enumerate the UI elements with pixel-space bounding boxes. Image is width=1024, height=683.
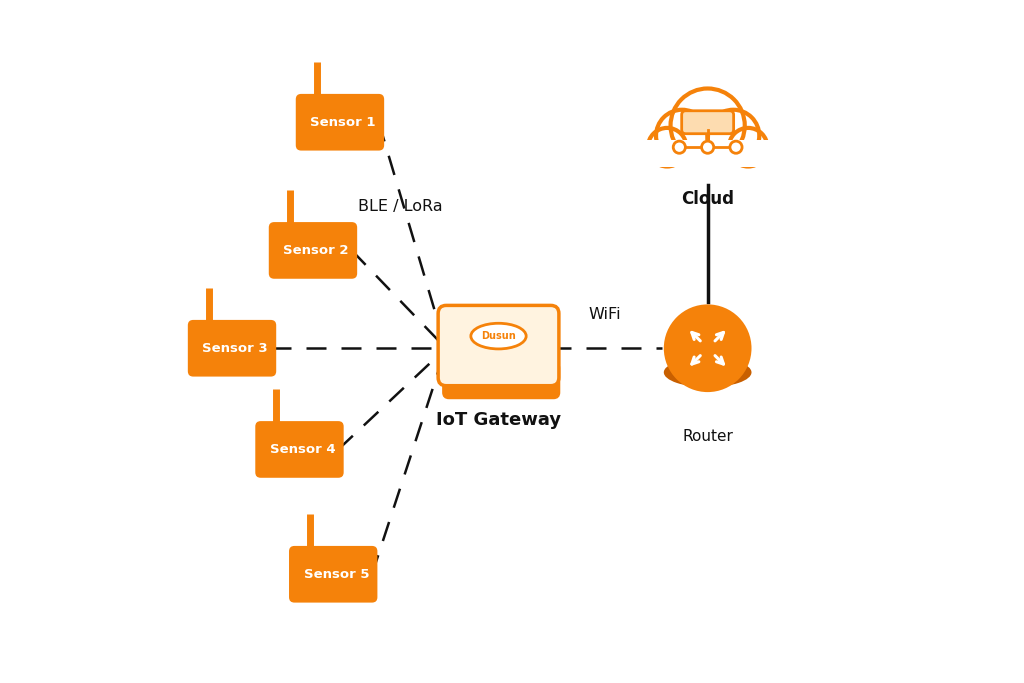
Text: BLE / LoRa: BLE / LoRa (358, 199, 443, 214)
FancyBboxPatch shape (296, 94, 384, 150)
Text: IoT Gateway: IoT Gateway (436, 410, 561, 429)
Text: Sensor 3: Sensor 3 (203, 342, 268, 354)
Ellipse shape (471, 323, 526, 349)
Text: Cloud: Cloud (681, 190, 734, 208)
Circle shape (664, 305, 752, 392)
FancyBboxPatch shape (443, 363, 559, 398)
Text: WiFi: WiFi (588, 307, 621, 322)
Circle shape (701, 141, 714, 153)
Text: Sensor 4: Sensor 4 (269, 443, 336, 456)
Circle shape (708, 110, 759, 162)
Circle shape (648, 128, 686, 167)
Text: Sensor 2: Sensor 2 (284, 244, 349, 257)
FancyBboxPatch shape (438, 305, 559, 386)
FancyBboxPatch shape (682, 111, 733, 134)
Text: Sensor 5: Sensor 5 (303, 568, 369, 581)
FancyBboxPatch shape (289, 546, 378, 602)
Circle shape (729, 128, 767, 167)
Text: Sensor 1: Sensor 1 (310, 115, 376, 128)
Text: Dusun: Dusun (481, 331, 516, 341)
FancyBboxPatch shape (268, 222, 357, 279)
Circle shape (673, 141, 685, 153)
Circle shape (730, 141, 742, 153)
Ellipse shape (664, 357, 752, 387)
FancyBboxPatch shape (187, 320, 276, 376)
FancyBboxPatch shape (255, 421, 344, 478)
Text: Router: Router (682, 428, 733, 443)
Circle shape (671, 89, 744, 163)
Bar (640, 141, 775, 167)
Circle shape (656, 110, 708, 162)
